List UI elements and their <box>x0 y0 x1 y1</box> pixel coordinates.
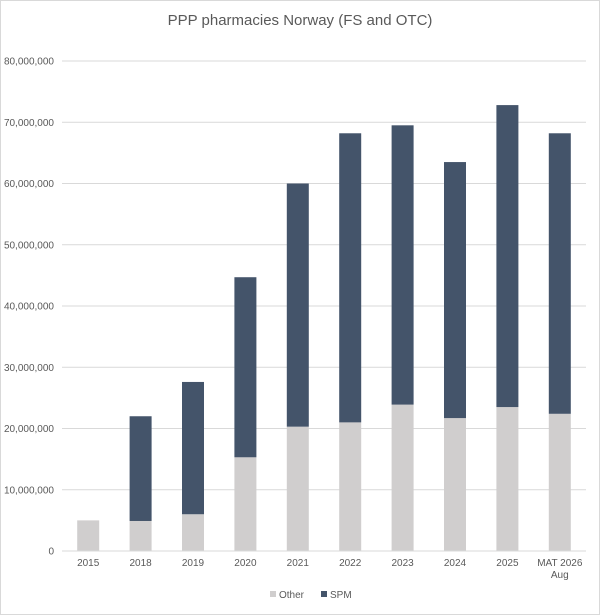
y-axis: 0 10,000,000 20,000,000 30,000,000 40,000,00… <box>4 57 55 558</box>
bar-spm-4 <box>286 183 309 427</box>
legend-swatch-spm <box>321 591 327 597</box>
x-tick-label: 2023 <box>391 558 414 569</box>
bar-other-0 <box>77 520 100 551</box>
x-tick-label: 2024 <box>444 558 467 569</box>
y-tick-label: 60,000,000 <box>4 179 54 190</box>
bar-other-9 <box>548 413 571 551</box>
x-tick-label: 2015 <box>77 558 100 569</box>
x-axis: 2015 2018 2019 2020 2021 2022 2023 2024 2025 MAT … <box>62 550 586 581</box>
bar-other-2 <box>182 514 204 551</box>
bars <box>77 105 571 551</box>
legend-label-other: Other <box>279 590 305 601</box>
bar-spm-9 <box>548 133 571 414</box>
bar-spm-2 <box>182 381 204 515</box>
bar-spm-5 <box>339 133 362 423</box>
chart-title: PPP pharmacies Norway (FS and OTC) <box>168 12 433 29</box>
bar-spm-3 <box>234 277 257 458</box>
bar-other-7 <box>444 418 466 551</box>
x-tick-label: 2018 <box>129 558 152 569</box>
y-tick-label: 20,000,000 <box>4 424 54 435</box>
y-tick-label: 40,000,000 <box>4 302 54 313</box>
bar-other-3 <box>234 457 257 551</box>
bar-spm-7 <box>444 162 466 419</box>
y-tick-label: 10,000,000 <box>4 485 54 496</box>
x-tick-label: 2025 <box>496 558 519 569</box>
bar-other-1 <box>129 520 152 551</box>
bar-other-8 <box>496 407 519 551</box>
bar-spm-6 <box>391 125 414 405</box>
bar-other-4 <box>286 426 309 551</box>
x-tick-label: 2020 <box>234 558 257 569</box>
y-tick-label: 30,000,000 <box>4 363 54 374</box>
bar-spm-1 <box>129 416 152 521</box>
legend-label-spm: SPM <box>330 590 352 601</box>
y-tick-label: 70,000,000 <box>4 118 54 129</box>
y-tick-label: 80,000,000 <box>4 57 54 68</box>
x-tick-label: 2019 <box>182 558 205 569</box>
legend-swatch-other <box>270 591 276 597</box>
y-tick-label: 50,000,000 <box>4 240 54 251</box>
x-tick-label: 2022 <box>339 558 362 569</box>
bar-spm-8 <box>496 105 519 408</box>
x-tick-label: MAT 2026 Aug <box>537 558 583 581</box>
bar-other-5 <box>339 422 362 551</box>
x-tick-label: 2021 <box>287 558 310 569</box>
y-tick-label: 0 <box>48 547 54 558</box>
bar-other-6 <box>391 404 414 551</box>
legend: Other SPM <box>270 590 352 601</box>
